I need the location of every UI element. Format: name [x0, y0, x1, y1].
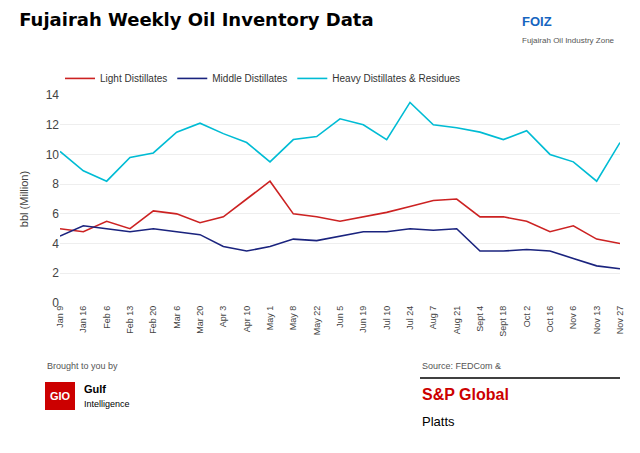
svg-text:Jul 24: Jul 24: [405, 306, 415, 330]
svg-text:Platts: Platts: [422, 414, 455, 429]
svg-text:Fujairah Oil Industry Zone: Fujairah Oil Industry Zone: [522, 36, 615, 45]
svg-text:Apr 3: Apr 3: [218, 306, 228, 328]
svg-text:8: 8: [52, 177, 59, 191]
svg-text:Aug 7: Aug 7: [428, 306, 438, 330]
svg-text:Jan 16: Jan 16: [78, 306, 88, 333]
svg-text:12: 12: [46, 118, 60, 132]
svg-text:GIO: GIO: [50, 390, 71, 402]
svg-text:Sept 18: Sept 18: [498, 306, 508, 337]
svg-text:Gulf: Gulf: [84, 383, 106, 395]
svg-text:10: 10: [46, 148, 60, 162]
svg-text:Nov 6: Nov 6: [568, 306, 578, 330]
svg-text:Feb 6: Feb 6: [102, 306, 112, 329]
svg-text:May 1: May 1: [265, 306, 275, 331]
svg-text:S&P Global: S&P Global: [422, 386, 509, 403]
svg-text:Nov 13: Nov 13: [592, 306, 602, 335]
svg-text:Mar 20: Mar 20: [195, 306, 205, 334]
svg-text:FOIZ: FOIZ: [522, 14, 552, 29]
svg-text:14: 14: [46, 88, 60, 102]
svg-text:Feb 20: Feb 20: [148, 306, 158, 334]
svg-text:May 22: May 22: [312, 306, 322, 336]
svg-text:Middle Distillates: Middle Distillates: [212, 73, 287, 84]
svg-text:2: 2: [52, 266, 59, 280]
svg-text:Brought to you by: Brought to you by: [47, 361, 118, 371]
svg-text:Jun 19: Jun 19: [358, 306, 368, 333]
svg-text:Apr 10: Apr 10: [242, 306, 252, 333]
svg-text:Fujairah Weekly Oil Inventory: Fujairah Weekly Oil Inventory Data: [19, 9, 373, 30]
svg-text:Mar 6: Mar 6: [172, 306, 182, 329]
svg-text:4: 4: [52, 237, 59, 251]
svg-text:Oct 16: Oct 16: [545, 306, 555, 333]
svg-text:Source: FEDCom &: Source: FEDCom &: [422, 361, 501, 371]
svg-text:Aug 21: Aug 21: [452, 306, 462, 335]
svg-text:Oct 2: Oct 2: [522, 306, 532, 328]
svg-text:Light Distillates: Light Distillates: [100, 73, 167, 84]
svg-text:Heavy Distillates & Residues: Heavy Distillates & Residues: [332, 73, 460, 84]
svg-text:Sept 4: Sept 4: [475, 306, 485, 332]
svg-text:Intelligence: Intelligence: [84, 399, 130, 409]
svg-text:Jan 9: Jan 9: [55, 306, 65, 328]
svg-text:Nov 27: Nov 27: [615, 306, 625, 335]
svg-text:bbl (Million): bbl (Million): [18, 171, 30, 227]
svg-text:May 8: May 8: [288, 306, 298, 331]
svg-text:0: 0: [52, 296, 59, 310]
svg-text:Jul 10: Jul 10: [382, 306, 392, 330]
svg-text:6: 6: [52, 207, 59, 221]
svg-text:Jun 5: Jun 5: [335, 306, 345, 328]
svg-text:Feb 13: Feb 13: [125, 306, 135, 334]
